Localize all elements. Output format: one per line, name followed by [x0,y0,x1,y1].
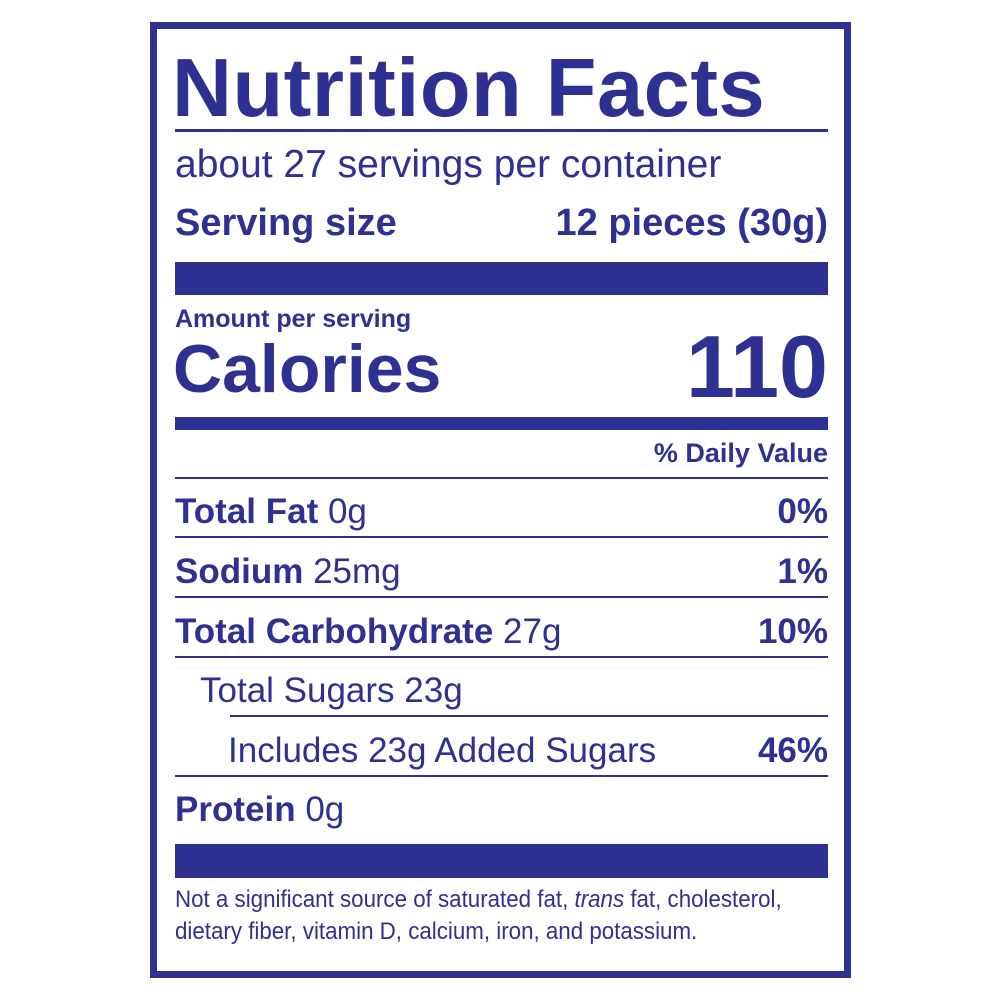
divider [175,536,828,538]
footnote: Not a significant source of saturated fa… [175,884,782,948]
serving-size-value: 12 pieces (30g) [555,202,828,244]
divider [175,477,828,479]
nutrient-dv: 1% [777,552,828,591]
thick-bar [175,844,828,878]
nutrient-amount: 0g [305,790,345,829]
nutrient-name: Protein [175,790,296,829]
divider [175,596,828,598]
nutrient-amount: 0g [327,492,367,531]
nutrient-name: Sodium [175,552,304,591]
nutrient-row-sodium: Sodium 25mg 1% [175,552,828,596]
nutrient-row-added-sugars: Includes 23g Added Sugars 46% [228,731,828,775]
nutrient-dv: 0% [777,492,828,531]
nutrient-row-total-sugars: Total Sugars 23g [200,671,828,715]
calories-value: 110 [686,317,828,416]
divider [175,656,828,658]
amount-per-serving: Amount per serving [175,305,412,333]
footnote-italic: trans [574,886,625,913]
nutrient-dv: 46% [757,731,828,770]
nutrient-amount: 27g [503,612,562,651]
divider [175,775,828,777]
serving-size-label: Serving size [175,202,397,244]
calories-label: Calories [173,331,442,407]
nutrient-amount: 25mg [313,552,401,591]
daily-value-header: % Daily Value [653,438,828,468]
nutrient-name: Total Carbohydrate [175,612,494,651]
medium-bar [175,417,828,430]
nutrient-row-protein: Protein 0g [175,790,828,834]
nutrient-row-total-carbohydrate: Total Carbohydrate 27g 10% [175,612,828,656]
nutrient-dv: 10% [757,612,828,651]
footnote-text: Not a significant source of saturated fa… [175,886,575,913]
nutrient-name: Total Fat [175,492,319,531]
nutrient-row-total-fat: Total Fat 0g 0% [175,492,828,536]
thick-bar [175,262,828,295]
label-title: Nutrition Facts [172,41,766,134]
footnote-text: fat, cholesterol, [624,886,782,913]
footnote-line-1: Not a significant source of saturated fa… [175,884,782,916]
servings-per-container: about 27 servings per container [175,143,722,186]
nutrient-name: Total Sugars 23g [200,671,463,710]
divider [230,715,828,717]
divider [175,129,828,132]
footnote-line-2: dietary fiber, vitamin D, calcium, iron,… [175,918,698,945]
label-border [150,22,851,978]
nutrient-name: Includes 23g Added Sugars [228,731,657,770]
